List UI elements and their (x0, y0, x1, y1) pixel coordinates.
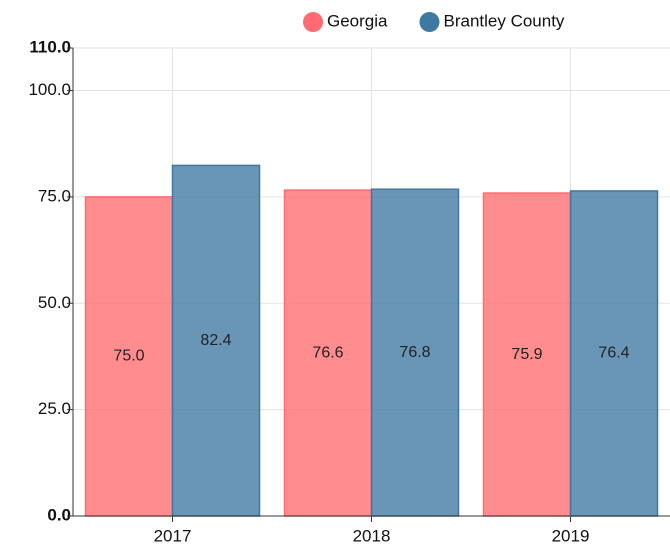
y-tick-label: 110.0 (29, 37, 71, 56)
y-tick-label: 50.0 (38, 293, 71, 312)
x-tick-label: 2017 (154, 526, 192, 545)
y-tick-label: 0.0 (47, 505, 71, 524)
bar (370, 188, 460, 517)
x-tick-label: 2019 (552, 526, 590, 545)
legend-label[interactable]: Brantley County (443, 11, 564, 30)
legend-label[interactable]: Georgia (327, 11, 388, 30)
x-tick-label: 2018 (353, 526, 391, 545)
legend-swatch[interactable] (303, 12, 323, 32)
bar (283, 189, 373, 517)
y-tick-label: 100.0 (28, 80, 71, 99)
value-label: 76.8 (399, 344, 430, 361)
legend-swatch[interactable] (419, 12, 440, 32)
value-label: 76.6 (312, 344, 343, 361)
value-label: 76.4 (598, 345, 629, 362)
y-tick-label: 75.0 (38, 186, 71, 205)
y-tick-label: 25.0 (38, 399, 71, 418)
bar (84, 196, 174, 517)
bar (569, 190, 659, 517)
value-label: 75.0 (113, 348, 144, 365)
value-label: 82.4 (200, 332, 231, 349)
value-label: 75.9 (511, 346, 542, 363)
